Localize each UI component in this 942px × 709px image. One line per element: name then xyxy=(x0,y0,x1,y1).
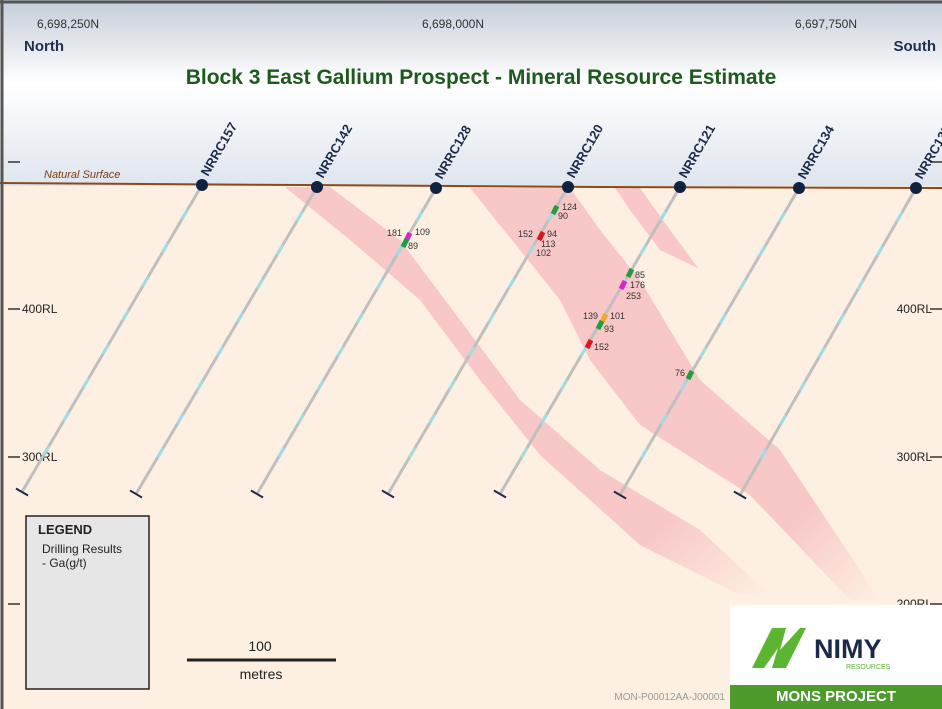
assay-label: 152 xyxy=(594,342,609,352)
northing-label: 6,698,250N xyxy=(37,17,99,31)
legend-subtitle: Drilling Results xyxy=(42,542,122,556)
assay-label: 94 xyxy=(547,229,557,239)
collar xyxy=(562,181,574,193)
assay-label: 93 xyxy=(604,324,614,334)
assay-label: 181 xyxy=(387,228,402,238)
project-name: MONS PROJECT xyxy=(776,688,896,705)
assay-label: 85 xyxy=(635,270,645,280)
collar xyxy=(793,182,805,194)
logo-sub: RESOURCES xyxy=(846,664,891,671)
scale-value: 100 xyxy=(248,638,272,654)
collar xyxy=(910,182,922,194)
legend-subtitle: - Ga(g/t) xyxy=(42,556,87,570)
surface-label: Natural Surface xyxy=(44,169,120,181)
assay-label: 139 xyxy=(583,311,598,321)
assay-label: 109 xyxy=(415,227,430,237)
collar xyxy=(674,181,686,193)
logo-name: NIMY xyxy=(814,634,882,664)
northing-label: 6,697,750N xyxy=(795,17,857,31)
assay-label: 89 xyxy=(408,241,418,251)
title: Block 3 East Gallium Prospect - Mineral … xyxy=(186,66,777,89)
assay-label: 90 xyxy=(558,211,568,221)
collar xyxy=(196,179,208,191)
collar xyxy=(430,182,442,194)
section: Natural Surface North South Block 3 East… xyxy=(0,0,942,709)
rl-label: 400RL xyxy=(897,302,933,316)
doc-id: MON-P00012AA-J00001 xyxy=(614,692,725,703)
assay-label: 152 xyxy=(518,229,533,239)
assay-label: 76 xyxy=(675,368,685,378)
assay-label: 101 xyxy=(610,311,625,321)
assay-label: 176 xyxy=(630,280,645,290)
collar xyxy=(311,181,323,193)
scale-unit: metres xyxy=(240,666,283,682)
north-label: North xyxy=(24,38,64,55)
assay-label: 253 xyxy=(626,291,641,301)
northing-label: 6,698,000N xyxy=(422,17,484,31)
rl-label: 400RL xyxy=(22,302,58,316)
assay-label: 102 xyxy=(536,248,551,258)
south-label: South xyxy=(894,38,937,55)
legend-title: LEGEND xyxy=(38,522,92,537)
rl-label: 300RL xyxy=(897,450,933,464)
